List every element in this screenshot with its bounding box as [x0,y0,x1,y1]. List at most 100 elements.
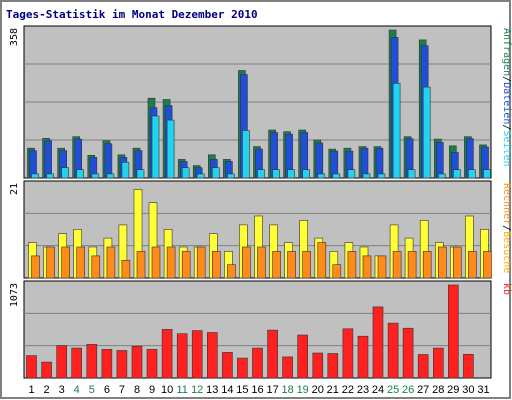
bar-kb-day-30 [463,353,474,379]
legend-anfragen: Anfragen [501,28,512,76]
legend-separator: / [501,225,512,231]
day-label-2: 2 [44,384,50,396]
legend-rechner: Rechner [501,183,512,225]
day-label-4: 4 [74,384,80,396]
bar-rechner-day-24 [377,255,387,279]
bar-dateien-day-24 [375,147,384,179]
bar-seiten-day-23 [362,173,371,179]
day-label-10: 10 [161,384,173,396]
bar-rechner-day-18 [287,251,296,279]
day-label-16: 16 [251,384,263,396]
bar-kb-day-27 [417,354,429,379]
bar-kb-day-15 [237,357,248,379]
bar-rechner-day-22 [347,251,357,279]
panel-traffic-legend: kb [501,283,512,295]
day-label-21: 21 [327,384,339,396]
bar-seiten-day-19 [302,169,311,179]
bar-kb-day-11 [176,333,188,379]
bar-seiten-day-12 [196,173,205,179]
bar-rechner-day-9 [151,246,161,279]
day-label-27: 27 [417,384,429,396]
bar-rechner-day-28 [437,246,447,279]
bar-rechner-day-4 [76,246,85,279]
bar-rechner-day-20 [317,242,327,279]
legend-dateien: Dateien [501,82,512,124]
bar-seiten-day-1 [31,173,39,179]
bar-kb-day-8 [131,345,143,379]
panel-requests: 358 Anfragen/Dateien/Seiten [9,25,512,179]
bar-seiten-day-22 [347,169,356,179]
bar-kb-day-13 [207,332,218,379]
bar-seiten-day-27 [422,86,431,179]
bar-rechner-day-2 [46,246,55,279]
bar-kb-day-26 [402,327,414,379]
bar-seiten-day-28 [437,173,446,179]
bar-kb-day-25 [387,322,399,379]
bar-seiten-day-4 [76,169,84,179]
panel-requests-legend: Anfragen/Dateien/Seiten [501,28,512,167]
day-label-17: 17 [266,384,278,396]
day-label-24: 24 [372,384,384,396]
bar-seiten-day-24 [377,173,386,179]
bar-rechner-day-5 [91,255,101,279]
bar-rechner-day-17 [272,251,281,279]
bar-seiten-day-6 [106,173,115,179]
bar-kb-day-5 [86,344,98,379]
bar-kb-day-22 [342,328,354,379]
legend-separator: / [501,124,512,130]
bar-seiten-day-26 [407,169,416,179]
day-label-6: 6 [104,384,110,396]
bar-kb-day-28 [432,347,444,379]
bar-seiten-day-21 [332,173,341,179]
bar-kb-day-18 [282,356,293,379]
bar-kb-day-24 [372,306,384,379]
day-label-20: 20 [312,384,324,396]
day-label-7: 7 [119,384,125,396]
bar-kb-day-9 [146,349,158,379]
day-label-30: 30 [462,384,474,396]
bar-kb-day-12 [191,330,203,379]
legend-kb: kb [501,283,512,295]
bar-rechner-day-25 [392,251,402,279]
bar-rechner-day-16 [257,246,266,279]
day-label-13: 13 [206,384,218,396]
bar-rechner-day-26 [407,251,417,279]
day-label-12: 12 [191,384,203,396]
day-label-11: 11 [176,384,187,396]
bar-dateien-day-28 [435,142,444,179]
legend-besuche: Besuche [501,231,512,273]
bar-kb-day-6 [101,349,113,379]
bar-seiten-day-7 [121,162,130,179]
day-label-1: 1 [28,384,34,396]
bar-kb-day-29 [447,284,459,379]
bar-seiten-day-17 [272,169,280,179]
chart-title: Tages-Statistik im Monat Dezember 2010 [6,8,258,21]
day-label-8: 8 [134,384,140,396]
bar-rechner-day-7 [121,259,131,279]
bar-kb-day-10 [161,329,173,379]
bar-rechner-day-8 [136,251,146,279]
bar-rechner-day-21 [332,264,342,279]
day-label-23: 23 [357,384,369,396]
bar-seiten-day-30 [468,169,476,179]
bar-rechner-day-14 [227,264,236,279]
day-label-19: 19 [297,384,309,396]
bar-rechner-day-23 [362,255,372,279]
bar-seiten-day-13 [212,167,220,179]
bar-kb-day-3 [56,345,68,379]
bar-kb-day-1 [26,355,37,379]
panel-traffic-ymax-label: 1073 [9,283,20,307]
bar-kb-day-14 [222,352,233,379]
bar-kb-day-4 [71,347,82,379]
day-label-9: 9 [149,384,155,396]
bar-seiten-day-3 [61,167,70,179]
day-label-15: 15 [236,384,248,396]
day-label-25: 25 [387,384,399,396]
day-label-5: 5 [89,384,95,396]
bar-seiten-day-11 [181,167,190,179]
bar-seiten-day-15 [242,130,250,179]
bar-rechner-day-10 [166,246,176,279]
